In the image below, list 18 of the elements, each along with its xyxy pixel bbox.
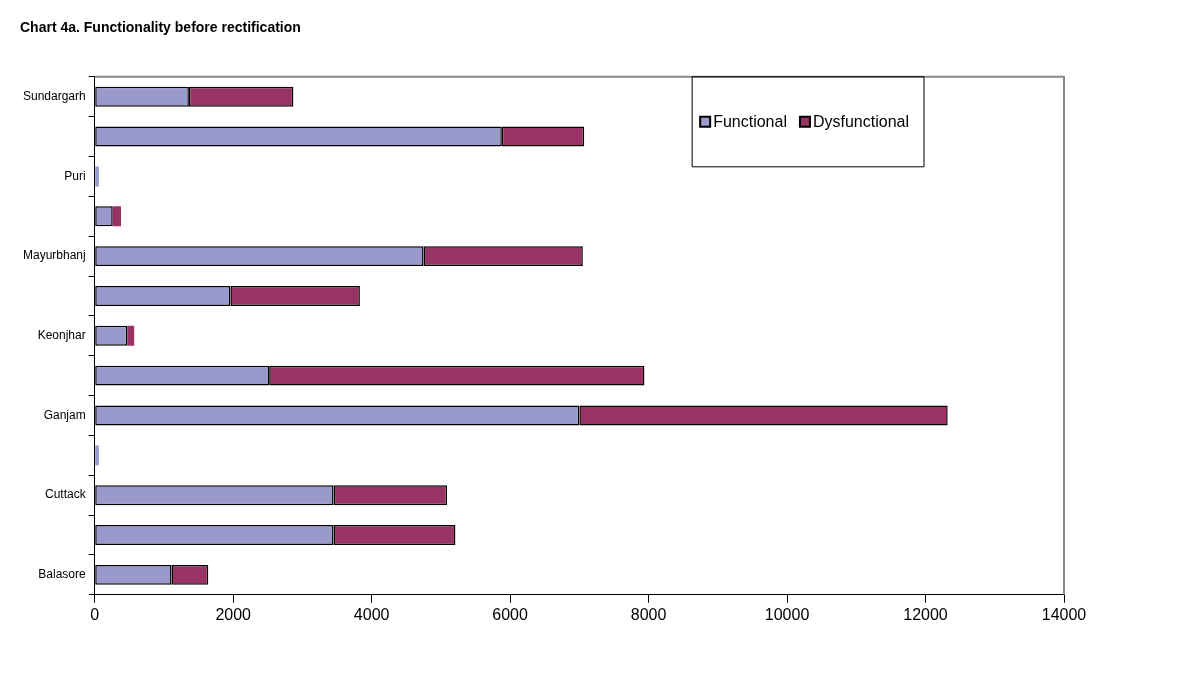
x-tick-label: 4000	[353, 605, 390, 623]
x-tick-label: 12000	[903, 605, 948, 623]
x-tick-label: 10000	[764, 605, 810, 623]
legend-label: Dysfunctional	[812, 113, 909, 131]
x-tick-label: 8000	[630, 605, 667, 623]
y-tick-label: Mayurbhanj	[23, 248, 86, 263]
x-tick-label: 14000	[1041, 605, 1087, 623]
legend-label: Functional	[713, 113, 787, 131]
y-tick-label: Keonjhar	[37, 328, 86, 343]
x-tick-label: 6000	[492, 605, 529, 623]
chart-title: Chart 4a. Functionality before rectification	[20, 19, 301, 36]
y-tick-label: Cuttack	[45, 487, 87, 502]
x-tick-label: 0	[90, 605, 100, 623]
x-tick-label: 2000	[215, 605, 252, 623]
y-tick-label: Puri	[64, 168, 86, 183]
y-tick-label: Sundargarh	[22, 89, 86, 104]
y-tick-label: Ganjam	[43, 407, 86, 422]
y-tick-label: Balasore	[38, 567, 87, 582]
